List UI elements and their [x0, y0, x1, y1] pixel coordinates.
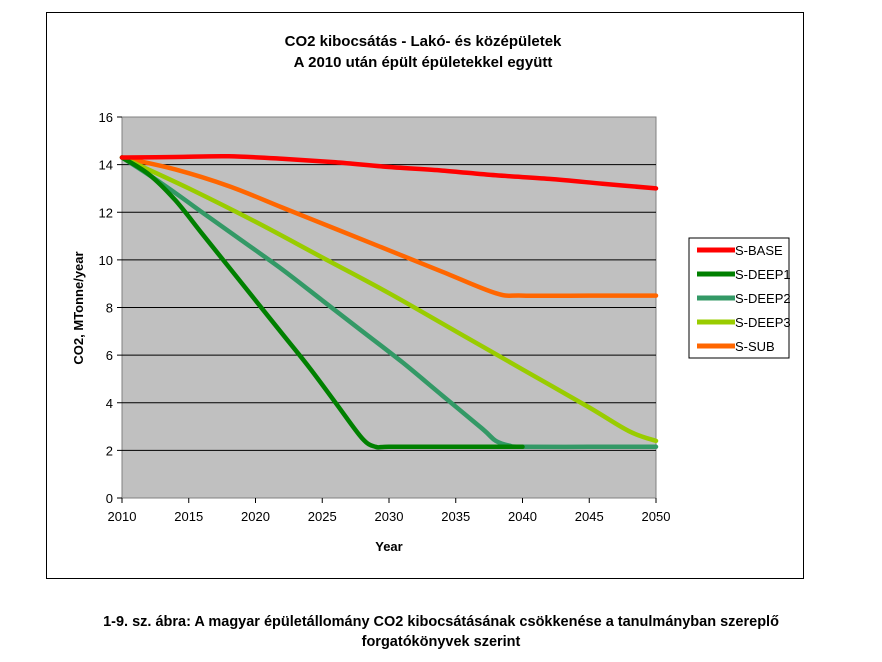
series-line-s-sub — [119, 155, 659, 299]
legend-label-s-deep1: S-DEEP1 — [735, 267, 791, 282]
chart-title-line-1: CO2 kibocsátás - Lakó- és középületek — [285, 33, 562, 50]
y-tick-label: 2 — [106, 443, 113, 458]
caption-line-2: forgatókönyvek szerint — [361, 634, 521, 650]
y-axis-label: CO2, MTonne/year — [71, 251, 86, 364]
legend-label-s-deep2: S-DEEP2 — [735, 291, 791, 306]
x-tick-label: 2030 — [375, 509, 404, 524]
legend: S-BASE S-DEEP1 S-DEEP2 S-DEEP3 S-SUB — [697, 243, 791, 354]
x-axis-label: Year — [375, 539, 402, 554]
x-tick-label: 2015 — [174, 509, 203, 524]
y-tick-label: 12 — [99, 205, 113, 220]
x-tick-label: 2020 — [241, 509, 270, 524]
x-tick-label: 2035 — [441, 509, 470, 524]
y-tick-label: 8 — [106, 301, 113, 316]
y-tick-label: 0 — [106, 491, 113, 506]
series-line-s-deep1 — [119, 155, 525, 450]
series-line-s-base — [119, 153, 659, 191]
x-tick-label: 2040 — [508, 509, 537, 524]
y-tick-label: 4 — [106, 396, 113, 411]
chart-title-line-2: A 2010 után épült épületekkel együtt — [294, 54, 553, 71]
legend-label-s-deep3: S-DEEP3 — [735, 315, 791, 330]
chart: CO2 kibocsátás - Lakó- és középületek A … — [71, 33, 791, 554]
figure-caption: 1-9. sz. ábra: A magyar épületállomány C… — [0, 612, 882, 652]
x-tick-label: 2045 — [575, 509, 604, 524]
x-axis-ticks: 2010 2015 2020 2025 2030 2035 2040 2045 2050 — [108, 498, 671, 524]
series-lines — [119, 153, 659, 450]
chart-frame: CO2 kibocsátás - Lakó- és középületek A … — [46, 12, 804, 579]
y-axis-ticks: 0 2 4 6 8 10 12 14 16 — [99, 110, 122, 506]
x-tick-label: 2025 — [308, 509, 337, 524]
x-tick-label: 2010 — [108, 509, 137, 524]
y-tick-label: 6 — [106, 348, 113, 363]
gridlines — [122, 164, 656, 451]
y-tick-label: 16 — [99, 110, 113, 125]
legend-label-s-sub: S-SUB — [735, 339, 775, 354]
y-tick-label: 14 — [99, 158, 113, 173]
legend-label-s-base: S-BASE — [735, 243, 783, 258]
y-tick-label: 10 — [99, 253, 113, 268]
series-line-s-deep3 — [119, 155, 659, 444]
x-tick-label: 2050 — [642, 509, 671, 524]
caption-line-1: 1-9. sz. ábra: A magyar épületállomány C… — [103, 614, 779, 630]
